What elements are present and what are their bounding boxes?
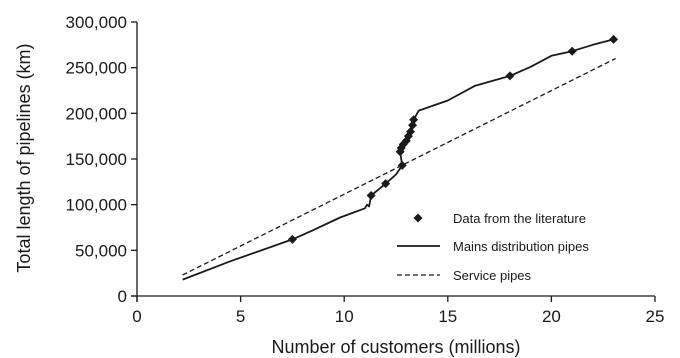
legend-label: Data from the literature [453, 211, 586, 226]
legend-label: Service pipes [453, 268, 532, 283]
x-tick-label: 15 [438, 307, 457, 326]
legend-item: Data from the literature [413, 211, 586, 226]
y-tick-label: 150,000 [66, 150, 127, 169]
y-tick-label: 250,000 [66, 59, 127, 78]
y-axis-ticks: 0 50,000 100,000 150,000 200,000 250,000 300,0… [66, 13, 137, 306]
y-axis-label: Total length of pipelines (km) [14, 43, 34, 272]
y-tick-label: 0 [118, 287, 127, 306]
axes [131, 22, 655, 302]
y-tick-label: 100,000 [66, 196, 127, 215]
legend-item: Service pipes [397, 268, 532, 283]
x-tick-label: 0 [132, 307, 141, 326]
y-tick-label: 300,000 [66, 13, 127, 32]
legend-label: Mains distribution pipes [453, 239, 589, 254]
y-tick-label: 200,000 [66, 104, 127, 123]
series-mains-pipes-line [182, 38, 614, 281]
x-axis-ticks: 0 5 10 15 20 25 [132, 296, 664, 326]
x-tick-label: 25 [646, 307, 665, 326]
x-axis-label: Number of customers (millions) [271, 337, 520, 357]
x-tick-label: 20 [542, 307, 561, 326]
plot-series [182, 34, 619, 281]
x-tick-label: 5 [236, 307, 245, 326]
legend-item: Mains distribution pipes [397, 239, 589, 254]
series-service-pipes-line [182, 57, 616, 276]
legend-marker-diamond [413, 213, 423, 223]
x-tick-label: 10 [335, 307, 354, 326]
y-tick-label: 50,000 [75, 241, 127, 260]
legend: Data from the literature Mains distributi… [397, 211, 589, 283]
